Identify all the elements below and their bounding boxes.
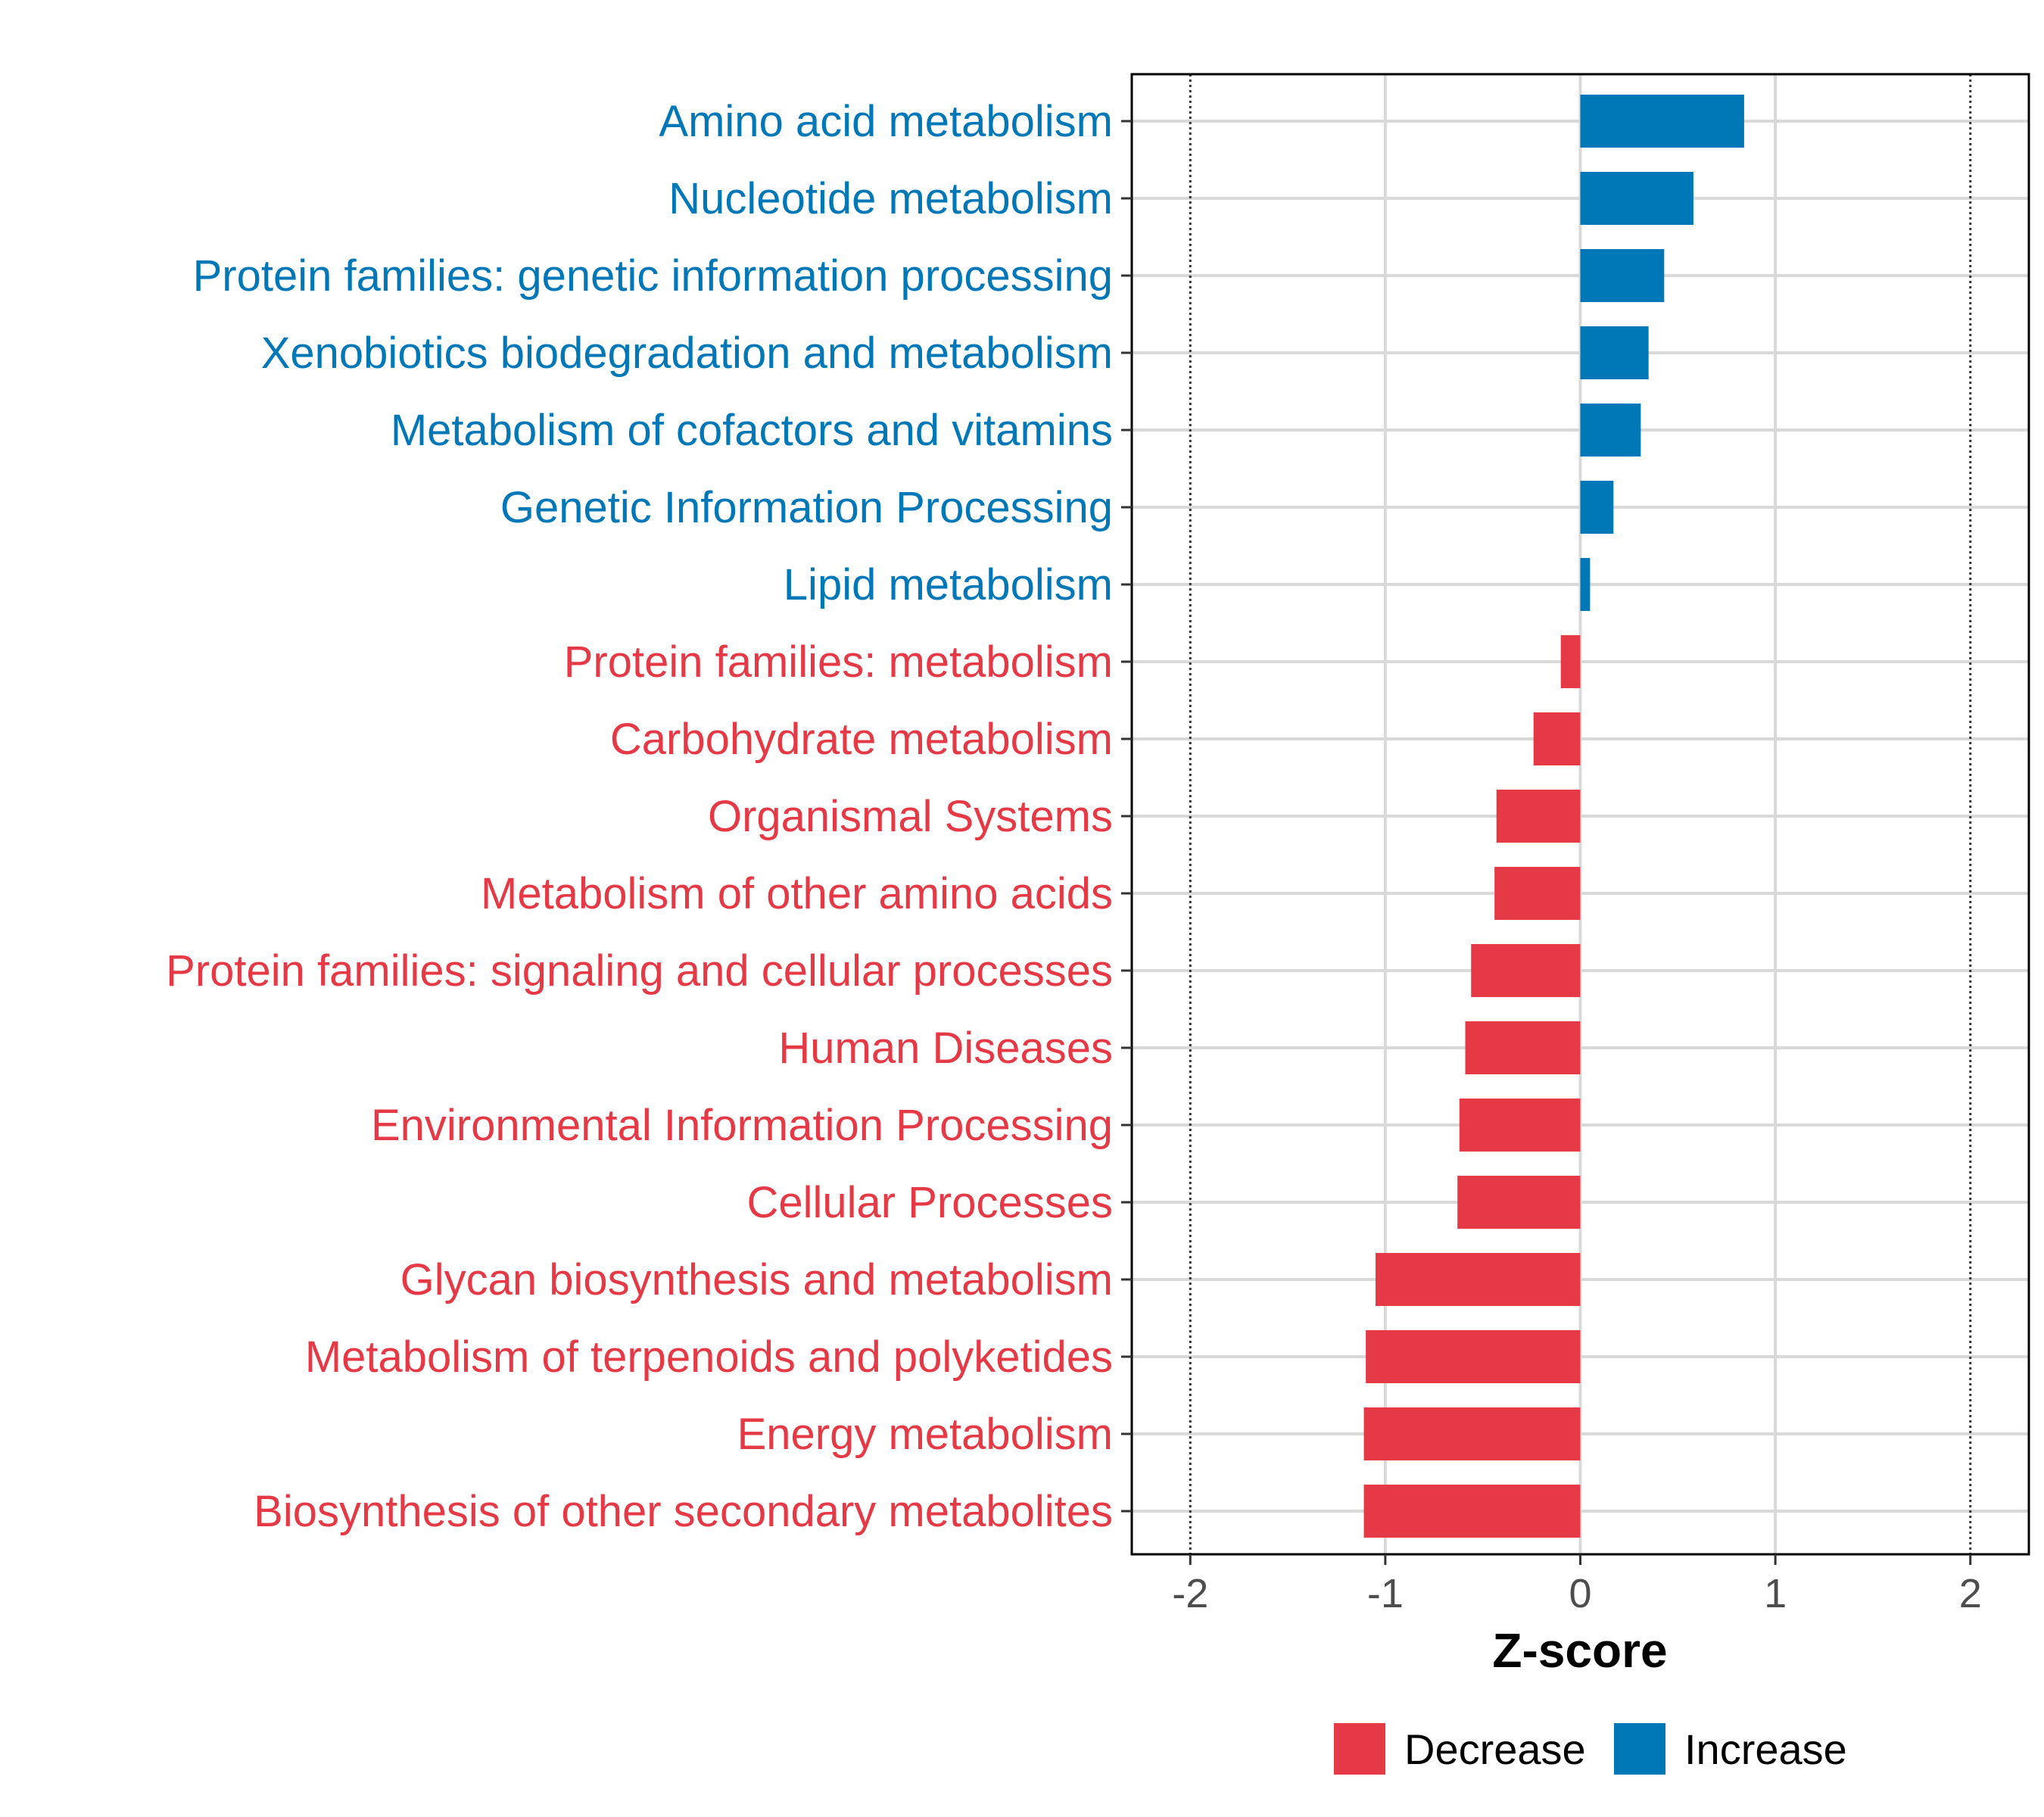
bar [1363, 1407, 1581, 1460]
x-axis-title: Z-score [1492, 1623, 1667, 1678]
legend-label: Increase [1684, 1725, 1847, 1773]
category-label: Energy metabolism [737, 1410, 1113, 1459]
bar [1580, 249, 1665, 302]
category-labels: Amino acid metabolism Nucleotide metaboli… [166, 97, 1113, 1536]
bar [1580, 404, 1641, 457]
category-label: Protein families: genetic information pr… [193, 251, 1113, 301]
bar [1494, 867, 1581, 920]
bar [1533, 712, 1581, 765]
category-label: Glycan biosynthesis and metabolism [400, 1255, 1113, 1304]
bar [1580, 95, 1744, 148]
category-label: Genetic Information Processing [500, 483, 1113, 532]
category-label: Human Diseases [778, 1024, 1113, 1073]
bar [1363, 1485, 1581, 1538]
legend: Decrease Increase [1334, 1723, 1847, 1775]
bar [1580, 558, 1591, 611]
category-label: Protein families: signaling and cellular… [166, 946, 1113, 996]
x-tick-label: 2 [1959, 1571, 1982, 1616]
category-label: Metabolism of cofactors and vitamins [391, 406, 1113, 455]
bar [1580, 481, 1614, 534]
bar [1366, 1330, 1581, 1383]
x-tick-label: 0 [1569, 1571, 1591, 1616]
bar [1580, 172, 1693, 225]
category-label: Biosynthesis of other secondary metaboli… [254, 1487, 1113, 1536]
bar [1465, 1021, 1581, 1074]
category-label: Nucleotide metabolism [668, 174, 1113, 223]
category-label: Metabolism of other amino acids [481, 869, 1113, 918]
category-label: Protein families: metabolism [564, 637, 1113, 687]
bar [1580, 326, 1649, 379]
category-label: Amino acid metabolism [659, 97, 1113, 146]
bar [1459, 1099, 1581, 1152]
x-axis: -2 -1 0 1 2 [1121, 120, 1982, 1616]
x-tick-label: -2 [1172, 1571, 1208, 1616]
bar [1457, 1176, 1581, 1229]
legend-swatch [1614, 1723, 1665, 1775]
x-tick-label: 1 [1764, 1571, 1787, 1616]
category-label: Lipid metabolism [784, 560, 1113, 609]
category-label: Environmental Information Processing [371, 1101, 1113, 1150]
bar [1376, 1253, 1581, 1306]
legend-label: Decrease [1404, 1725, 1586, 1773]
category-label: Organismal Systems [708, 792, 1113, 841]
category-label: Xenobiotics biodegradation and metabolis… [261, 329, 1113, 378]
category-label: Metabolism of terpenoids and polyketides [305, 1332, 1113, 1382]
bar [1560, 635, 1581, 688]
bar [1496, 790, 1581, 843]
bar [1471, 944, 1581, 997]
x-tick-label: -1 [1367, 1571, 1404, 1616]
category-label: Carbohydrate metabolism [610, 715, 1113, 764]
legend-swatch [1334, 1723, 1385, 1775]
bar-layer [1363, 95, 1744, 1538]
category-label: Cellular Processes [746, 1178, 1113, 1227]
